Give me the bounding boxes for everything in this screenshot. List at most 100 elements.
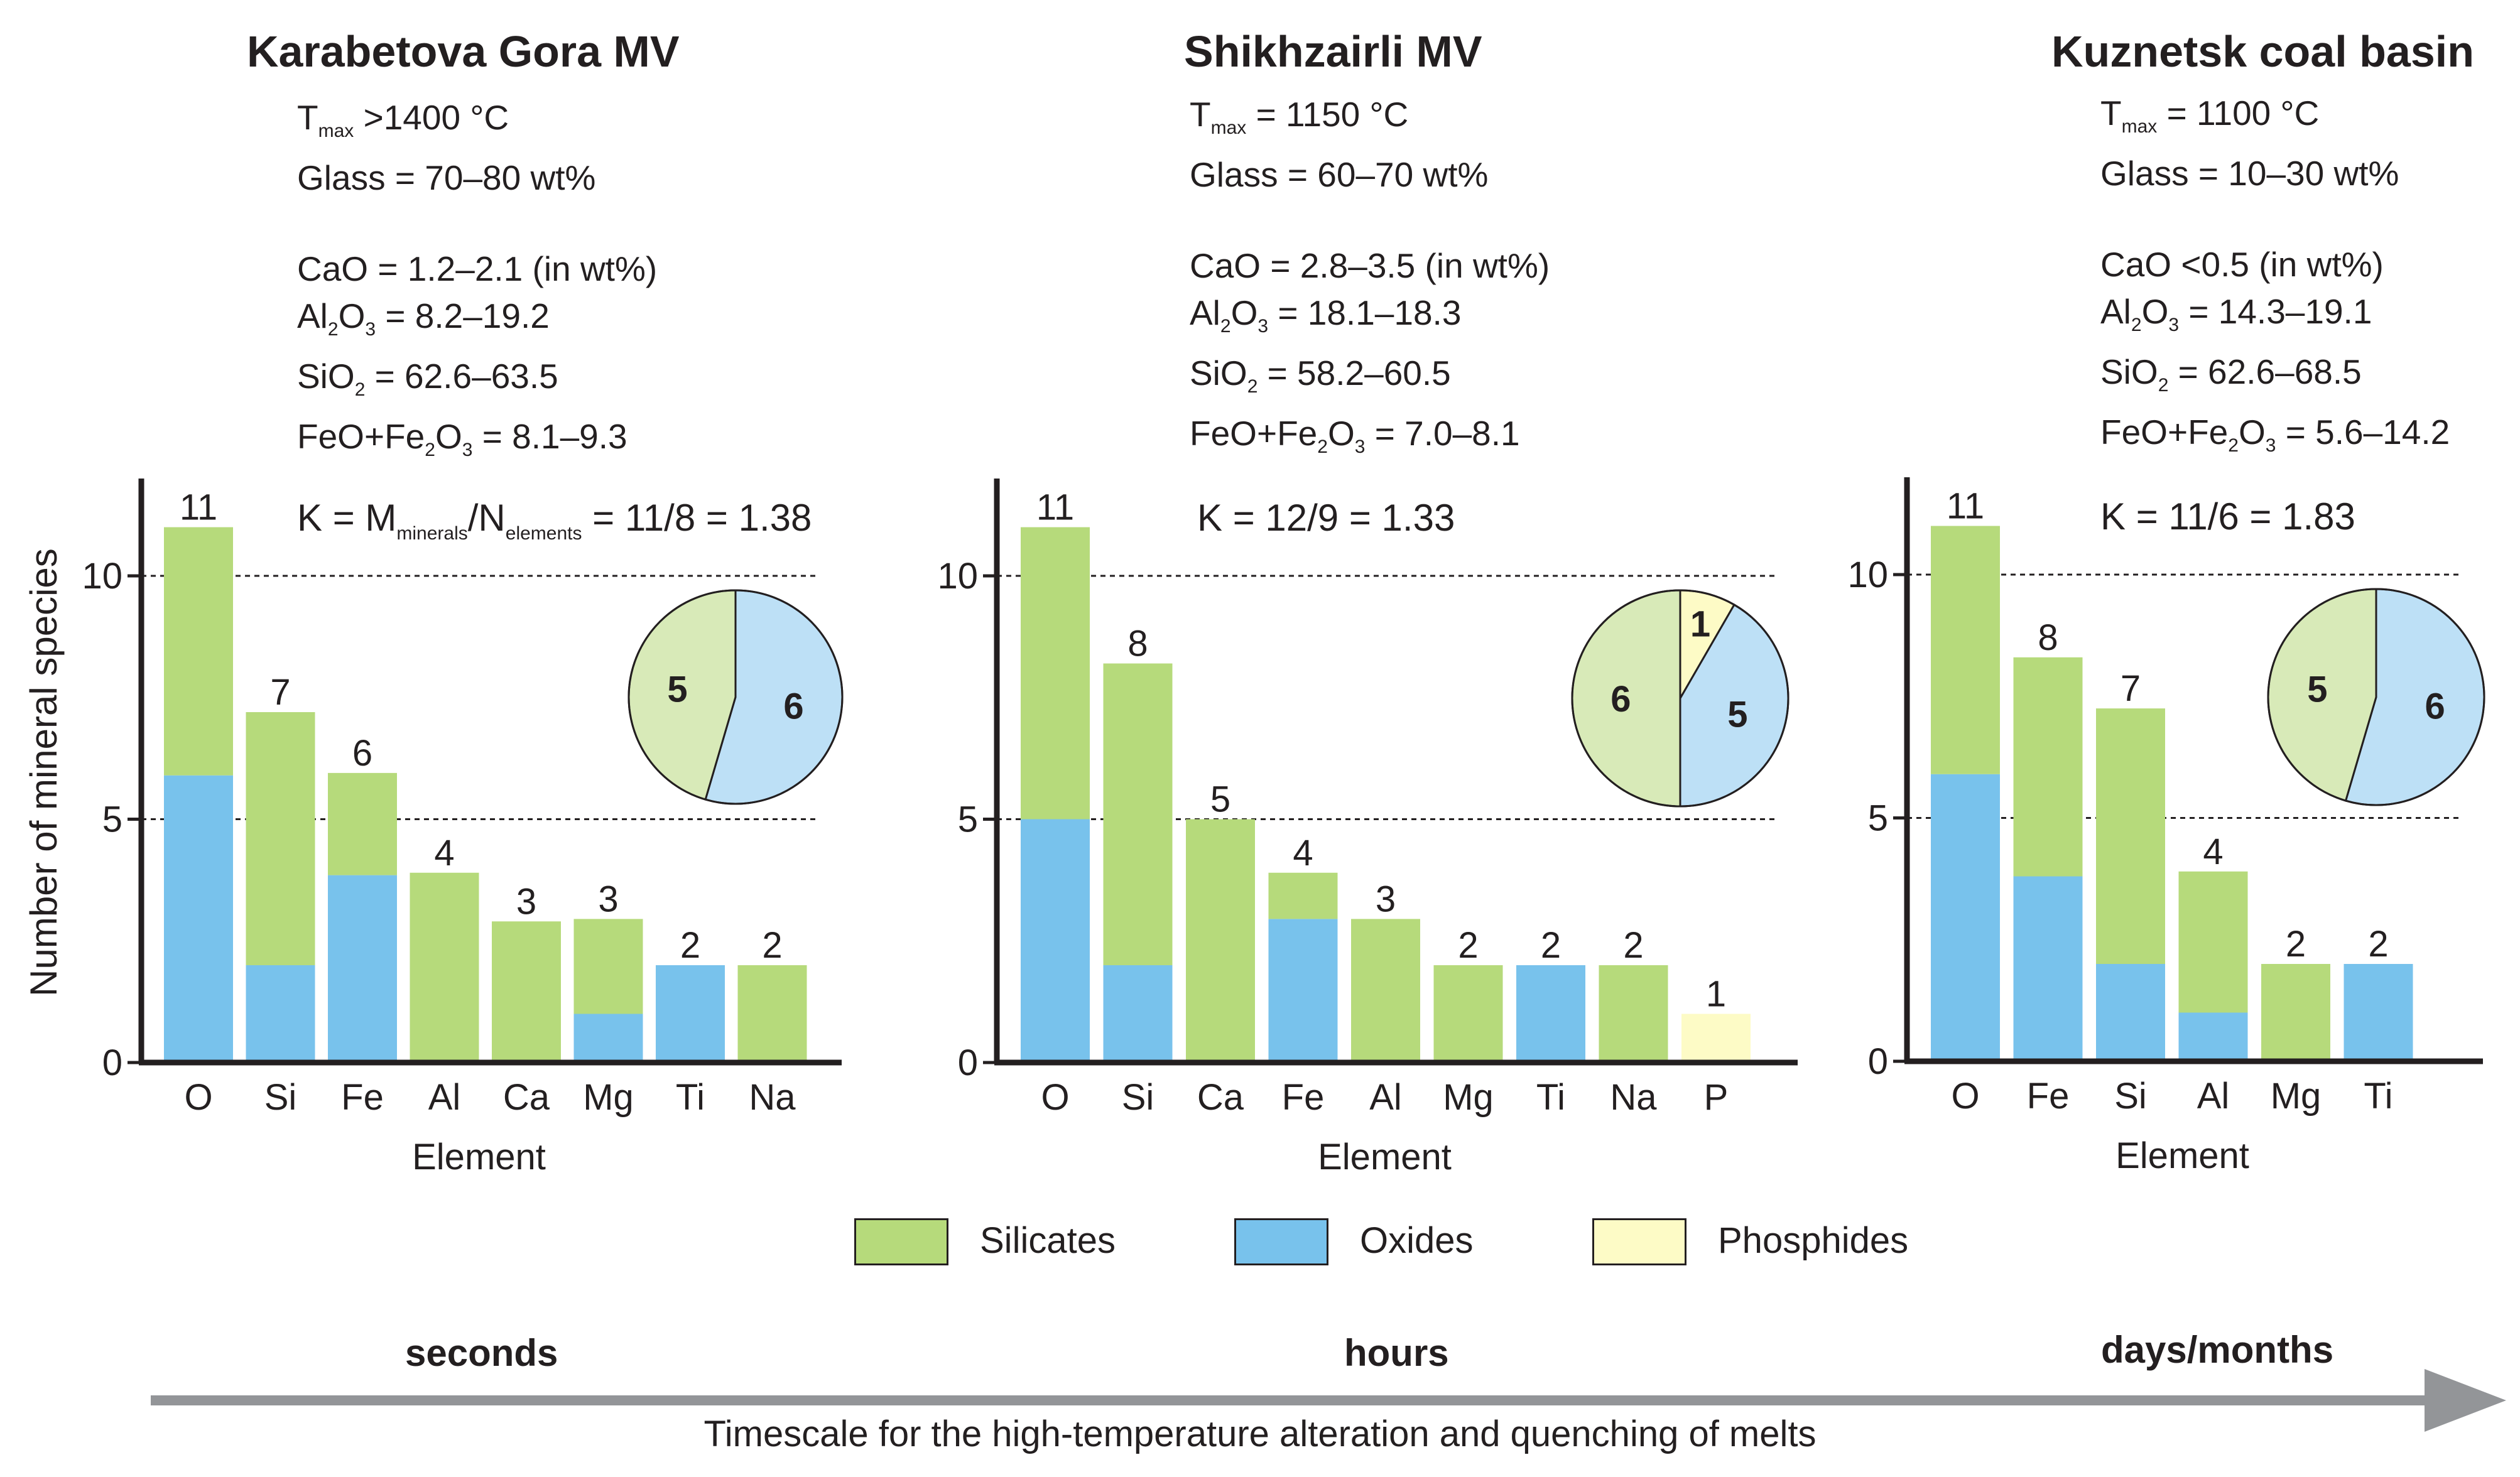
bar-silicates-Si [246, 712, 315, 965]
y-tick-label: 0 [102, 1042, 122, 1083]
x-axis-title: Element [412, 1137, 546, 1177]
bar-silicates-Mg [573, 919, 643, 1014]
pie-outline [2267, 588, 2485, 806]
legend-label: Silicates [980, 1220, 1116, 1261]
y-tick-label: 5 [102, 799, 122, 840]
bar-oxides-Al [2178, 1012, 2248, 1061]
bar-label: 8 [2038, 617, 2058, 658]
panel-title: Karabetova Gora MV [247, 27, 680, 76]
bar-label: 3 [1376, 879, 1396, 919]
bar-label: 8 [1127, 624, 1148, 664]
sio2-line: SiO2 = 62.6–63.5 [297, 357, 558, 400]
bar-label: 2 [2368, 924, 2388, 965]
tmax-line: Tmax = 1150 °C [1190, 95, 1409, 138]
bar-oxides-Mg [573, 1014, 643, 1063]
sio2-line: SiO2 = 62.6–68.5 [2100, 352, 2362, 396]
bar-silicates-O [164, 527, 233, 776]
x-tick-label: Fe [1282, 1077, 1325, 1118]
panel-kuznetsk: Kuznetsk coal basin Tmax = 1100 °C Glass… [1680, 0, 2519, 1193]
bar-label: 1 [1706, 974, 1726, 1015]
timescale-arrow-shaft [151, 1395, 2443, 1405]
feo-line: FeO+Fe2O3 = 8.1–9.3 [297, 417, 627, 460]
timescale-arrow [151, 1369, 2506, 1432]
panel-title: Kuznetsk coal basin [2051, 27, 2474, 76]
bar-label: 4 [1293, 833, 1313, 874]
legend-label: Phosphides [1718, 1220, 1909, 1261]
bar-label: 3 [598, 879, 618, 919]
bar-label: 7 [2121, 668, 2141, 709]
glass-line: Glass = 70–80 wt% [297, 158, 596, 197]
sio2-line: SiO2 = 58.2–60.5 [1190, 354, 1451, 397]
x-tick-label: Si [2114, 1076, 2147, 1117]
x-axis-title: Element [1318, 1137, 1452, 1177]
y-axis-title: Number of mineral species [23, 548, 65, 997]
x-tick-label: Mg [583, 1077, 634, 1118]
pie-slice-label: 6 [2425, 686, 2445, 727]
bar-oxides-Fe [328, 875, 397, 1063]
al2o3-line: Al2O3 = 8.2–19.2 [297, 296, 550, 340]
bar-label: 2 [1541, 925, 1561, 966]
x-tick-label: Na [1610, 1077, 1657, 1118]
pie-chart: 1 5 6 [1571, 589, 1790, 808]
x-tick-label: Si [264, 1077, 297, 1118]
bar-silicates-Si [1103, 663, 1173, 965]
y-tick-label: 0 [1868, 1041, 1888, 1082]
tmax-line: Tmax = 1100 °C [2100, 94, 2320, 137]
bar-silicates-Na [1599, 965, 1668, 1063]
panel-karabetova-gora: Karabetova Gora MV Tmax >1400 °C Glass =… [0, 0, 844, 1193]
bar-silicates-Si [2096, 708, 2165, 964]
x-tick-label: P [1704, 1077, 1729, 1118]
y-tick-label: 5 [1868, 798, 1888, 839]
feo-line: FeO+Fe2O3 = 7.0–8.1 [1190, 414, 1520, 457]
x-tick-label: Mg [1443, 1077, 1494, 1118]
legend-label: Oxides [1360, 1220, 1474, 1261]
bar-phosphides-P [1681, 1014, 1751, 1063]
bar-label: 2 [1458, 925, 1478, 966]
cao-line: CaO = 2.8–3.5 (in wt%) [1190, 246, 1550, 285]
bar-label: 11 [1947, 486, 1984, 527]
bar-oxides-Ti [2343, 964, 2413, 1061]
panel-info: Tmax >1400 °C Glass = 70–80 wt% CaO = 1.… [297, 94, 657, 473]
bar-label: 2 [762, 925, 782, 966]
timescale-label-days-months: days/months [2101, 1329, 2334, 1371]
y-tick-label: 10 [82, 556, 122, 597]
al2o3-line: Al2O3 = 18.1–18.3 [1190, 293, 1462, 337]
x-tick-label: Si [1122, 1077, 1154, 1118]
pie-slice-label: 5 [1727, 694, 1747, 735]
x-tick-label: Al [2197, 1076, 2230, 1117]
bar-silicates-O [1931, 526, 2000, 774]
bar-silicates-Fe [328, 772, 397, 875]
bar-oxides-Fe [2013, 876, 2083, 1061]
bar-label: 2 [680, 925, 700, 966]
pie-slice-label: 1 [1690, 603, 1710, 644]
bar-silicates-O [1021, 527, 1090, 820]
panel-shikhzairli: Shikhzairli MV Tmax = 1150 °C Glass = 60… [840, 0, 1798, 1193]
bar-silicates-Fe [2013, 657, 2083, 877]
bar-label: 2 [2286, 924, 2306, 965]
y-tick-label: 10 [937, 556, 978, 597]
x-tick-label: Al [1369, 1077, 1402, 1118]
bar-silicates-Fe [1268, 872, 1338, 919]
panel-title: Shikhzairli MV [1184, 27, 1482, 76]
x-tick-label: Fe [2027, 1076, 2070, 1117]
glass-line: Glass = 60–70 wt% [1190, 155, 1489, 194]
glass-line: Glass = 10–30 wt% [2100, 154, 2399, 193]
legend-swatch-oxides [1234, 1218, 1328, 1265]
bar-oxides-O [1931, 774, 2000, 1061]
pie-chart: 65 [2267, 588, 2485, 806]
timescale-label-seconds: seconds [405, 1332, 558, 1374]
bar-label: 11 [1036, 487, 1074, 528]
y-tick-label: 0 [958, 1042, 978, 1083]
bar-silicates-Na [737, 965, 807, 1063]
bar-silicates-Al [1351, 919, 1420, 1063]
al2o3-line: Al2O3 = 14.3–19.1 [2100, 292, 2372, 335]
x-tick-label: Ti [676, 1077, 705, 1118]
bar-label: 2 [1623, 925, 1643, 966]
y-tick-label: 10 [1847, 555, 1888, 595]
bar-silicates-Al [2178, 871, 2248, 1013]
y-tick-label: 5 [958, 799, 978, 840]
panel-info: Tmax = 1150 °C Glass = 60–70 wt% CaO = 2… [1190, 91, 1550, 470]
bar-oxides-Si [1103, 965, 1173, 1063]
x-tick-label: Al [428, 1077, 461, 1118]
